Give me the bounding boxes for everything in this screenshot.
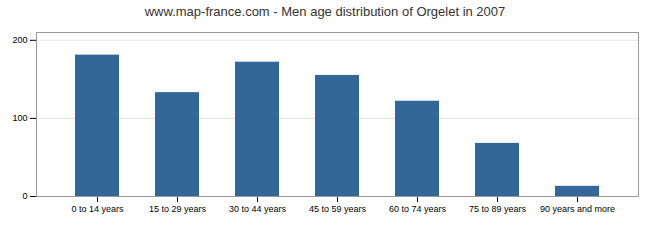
- html-text:www.map-france.com - Men age d: www.map-france.com - Men age distributio…: [144, 4, 506, 19]
- svg-text:0: 0: [22, 191, 27, 201]
- svg-text:0 to 14 years: 0 to 14 years: [71, 204, 124, 214]
- svg-text:30 to 44 years: 30 to 44 years: [229, 204, 287, 214]
- svg-text:45 to 59 years: 45 to 59 years: [309, 204, 367, 214]
- svg-text:60 to 74 years: 60 to 74 years: [389, 204, 447, 214]
- svg-text:15 to 29 years: 15 to 29 years: [149, 204, 207, 214]
- svg-text:75 to 89 years: 75 to 89 years: [469, 204, 527, 214]
- svg-text:100: 100: [12, 113, 27, 123]
- svg-text:200: 200: [12, 35, 27, 45]
- svg-text:90 years and more: 90 years and more: [540, 204, 615, 214]
